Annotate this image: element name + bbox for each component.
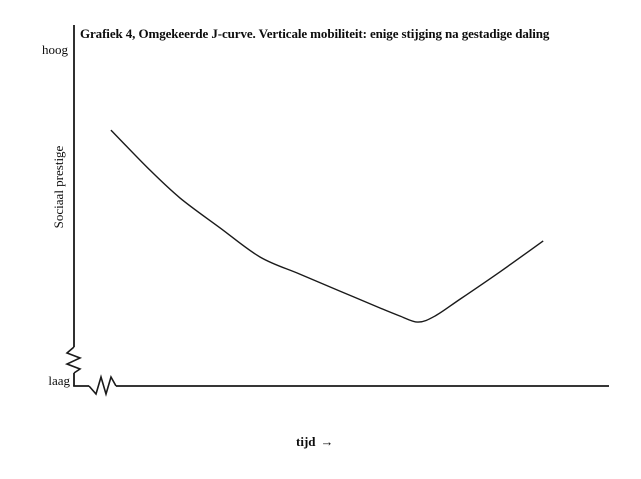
right-arrow-icon: →	[320, 434, 334, 449]
x-axis-title: tijd →	[296, 434, 334, 450]
y-axis-bottom-label: laag	[48, 373, 70, 388]
x-axis-label: tijd	[296, 434, 316, 449]
y-axis-top-label: hoog	[42, 42, 68, 57]
y-axis-break-icon	[64, 346, 83, 374]
prestige-curve	[110, 129, 544, 323]
chart-title: Grafiek 4, Omgekeerde J-curve. Verticale…	[80, 26, 550, 41]
y-axis-title: Sociaal prestige	[51, 145, 66, 229]
x-axis-break-icon	[88, 374, 117, 397]
